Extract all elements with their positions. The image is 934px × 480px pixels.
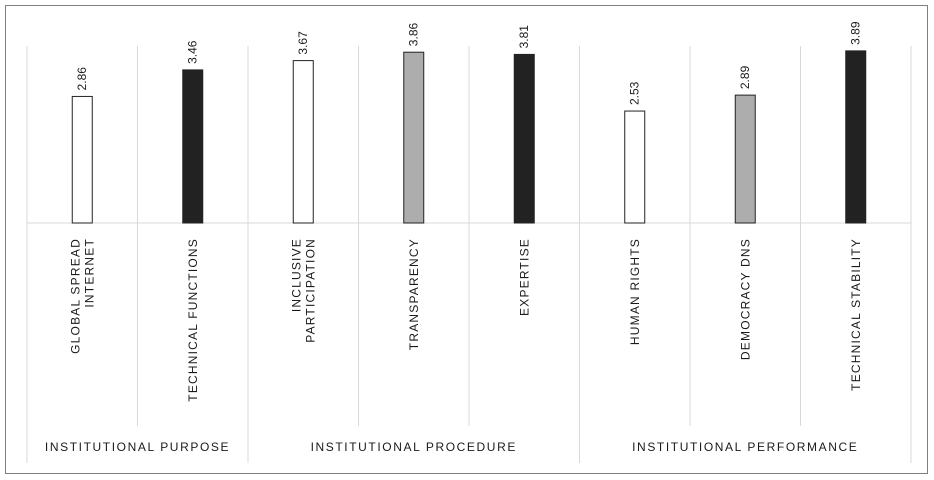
data-label: 3.89 <box>849 21 863 45</box>
category-tick-label: EXPERTISE <box>517 238 531 316</box>
bar <box>845 50 867 224</box>
category-tick-label: GLOBAL SPREAD <box>68 238 82 354</box>
category-tick-label: HUMAN RIGHTS <box>628 238 642 345</box>
bar-chart: 2.86 GLOBAL SPREAD INTERNET 3.46 TECHNICAL F… <box>26 21 912 463</box>
data-label: 2.53 <box>628 81 642 105</box>
group-label: INSTITUTIONAL PROCEDURE <box>311 440 517 454</box>
category-tick-label: INCLUSIVE <box>289 238 303 312</box>
bar <box>182 69 204 224</box>
category-tick-label: PARTICIPATION <box>303 238 317 343</box>
data-label: 3.86 <box>407 23 421 47</box>
data-label: 2.89 <box>738 65 752 89</box>
group-label: INSTITUTIONAL PURPOSE <box>45 440 230 454</box>
group-label: INSTITUTIONAL PERFORMANCE <box>632 440 858 454</box>
bar <box>513 53 535 224</box>
bar <box>403 51 425 224</box>
data-label: 3.46 <box>186 40 200 64</box>
bar <box>71 95 93 224</box>
data-label: 2.86 <box>75 67 89 91</box>
bar <box>734 94 756 224</box>
category-tick-label: DEMOCRACY DNS <box>738 238 752 360</box>
category-tick-label: INTERNET <box>82 238 96 308</box>
bar <box>624 110 646 224</box>
category-tick-label: TECHNICAL FUNCTIONS <box>186 238 200 402</box>
category-tick-label: TECHNICAL STABILITY <box>849 238 863 391</box>
bar <box>292 60 314 224</box>
category-tick-label: TRANSPARENCY <box>407 238 421 350</box>
data-label: 3.81 <box>517 25 531 49</box>
chart-frame: 2.86 GLOBAL SPREAD INTERNET 3.46 TECHNICAL F… <box>5 5 928 474</box>
data-label: 3.67 <box>296 31 310 55</box>
